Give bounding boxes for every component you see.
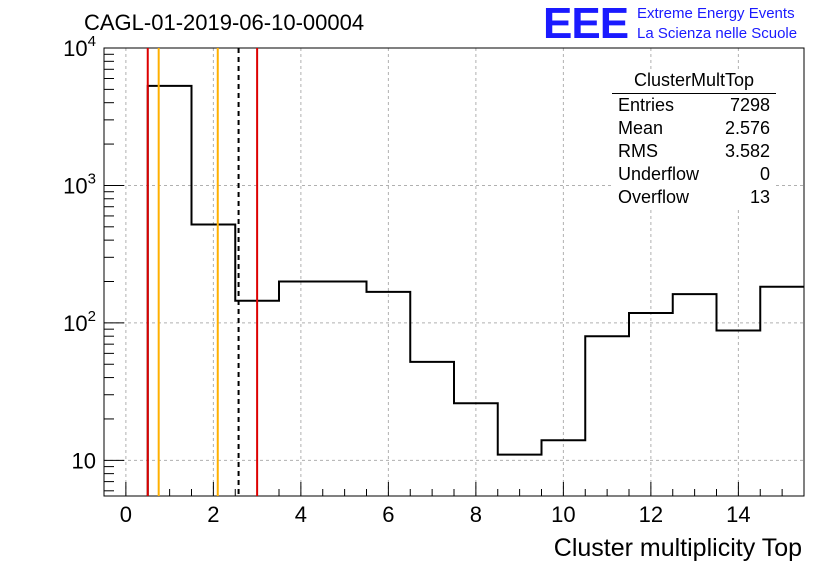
- logo-line-1: Extreme Energy Events: [637, 5, 795, 22]
- x-axis-label: Cluster multiplicity Top: [553, 534, 802, 562]
- y-tick-label: 103: [63, 170, 96, 198]
- stats-label: Entries: [618, 95, 675, 115]
- y-tick-label: 104: [63, 33, 96, 61]
- histogram-bin: [454, 403, 498, 496]
- eee-logo: EEE: [543, 0, 629, 48]
- stats-value: 0: [759, 164, 770, 184]
- stats-row-rms: RMS 3.582: [612, 140, 776, 163]
- x-tick-label: 6: [382, 502, 394, 527]
- histogram-bin: [542, 440, 586, 496]
- histogram-bin: [410, 362, 454, 496]
- x-tick-label: 10: [551, 502, 575, 527]
- stats-value: 3.582: [724, 141, 770, 161]
- x-tick-label: 4: [295, 502, 307, 527]
- stats-box: ClusterMultTop Entries 7298 Mean 2.576 R…: [612, 70, 776, 209]
- chart-title: CAGL-01-2019-06-10-00004: [84, 10, 365, 35]
- stats-label: Mean: [618, 118, 664, 138]
- stats-label: RMS: [618, 141, 658, 161]
- histogram-bin: [498, 455, 542, 496]
- x-tick-label: 12: [639, 502, 663, 527]
- histogram-outline: [146, 84, 804, 496]
- x-tick-label: 14: [726, 502, 750, 527]
- histogram-bin: [148, 86, 192, 496]
- stats-value: 2.576: [724, 118, 770, 138]
- x-tick-label: 2: [207, 502, 219, 527]
- histogram-bin: [673, 294, 717, 496]
- x-tick-label: 8: [470, 502, 482, 527]
- histogram-bin: [367, 292, 411, 496]
- stats-box-title: ClusterMultTop: [612, 70, 776, 94]
- y-tick-label: 10: [72, 448, 96, 473]
- stats-label: Underflow: [618, 164, 700, 184]
- stats-value: 7298: [729, 95, 770, 115]
- histogram-bin: [717, 331, 761, 496]
- stats-value: 13: [749, 187, 770, 207]
- x-tick-label: 0: [120, 502, 132, 527]
- stats-label: Overflow: [618, 187, 690, 207]
- histogram-bin: [192, 224, 236, 496]
- y-tick-label: 102: [63, 308, 96, 336]
- stats-row-entries: Entries 7298: [612, 94, 776, 117]
- histogram-bin: [585, 336, 629, 496]
- stats-row-mean: Mean 2.576: [612, 117, 776, 140]
- histogram-bin: [760, 287, 804, 496]
- stats-row-overflow: Overflow 13: [612, 186, 776, 209]
- logo-line-2: La Scienza nelle Scuole: [637, 25, 798, 42]
- stats-row-underflow: Underflow 0: [612, 163, 776, 186]
- histogram-bin: [279, 282, 367, 496]
- histogram-bin: [629, 313, 673, 496]
